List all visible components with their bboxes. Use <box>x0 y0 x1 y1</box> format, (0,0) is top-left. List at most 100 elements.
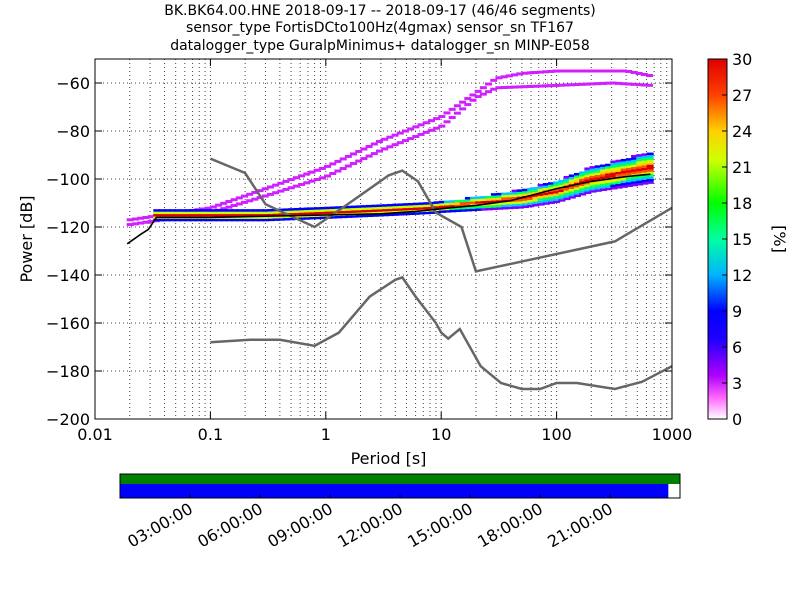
pdf-bin <box>558 179 566 183</box>
pdf-bin <box>319 206 327 210</box>
colorbar-ticks: 0 3 6 9 12 15 18 21 24 27 30 <box>722 50 752 429</box>
time-tick-label: 09:00:00 <box>264 499 336 551</box>
pdf-bin <box>573 175 581 178</box>
pdf-bin <box>438 205 446 209</box>
pdf-bin <box>210 209 218 212</box>
pdf-bin <box>163 211 171 215</box>
psd-bin <box>490 87 498 91</box>
pdf-bin <box>418 204 426 208</box>
pdf-bin <box>558 191 566 195</box>
psd-bin <box>365 144 373 148</box>
psd-bin <box>536 70 544 74</box>
pdf-bin <box>516 194 524 197</box>
pdf-bin <box>303 212 311 215</box>
pdf-bin <box>636 180 644 184</box>
pdf-bin <box>215 214 223 217</box>
psd-bin <box>438 124 446 128</box>
pdf-bin <box>553 183 561 187</box>
psd-bin <box>552 83 560 87</box>
pdf-bin <box>542 192 550 196</box>
pdf-bin <box>527 204 535 208</box>
pdf-bin <box>179 218 187 222</box>
psd-bin <box>562 83 570 87</box>
pdf-bin <box>226 209 234 212</box>
pdf-bin <box>506 194 514 198</box>
pdf-bin <box>646 174 654 177</box>
pdf-bin <box>620 185 628 188</box>
psd-bin <box>443 120 451 124</box>
psd-bin <box>350 162 358 166</box>
pdf-bin <box>184 211 192 215</box>
pdf-bin <box>532 187 540 190</box>
pdf-bin <box>324 209 332 212</box>
pdf-bin <box>402 203 410 206</box>
pdf-bin <box>464 206 472 210</box>
pdf-bin <box>599 166 607 170</box>
psd-bin <box>303 181 311 185</box>
pdf-bin <box>490 195 498 199</box>
pdf-bin <box>470 208 478 212</box>
pdf-bin <box>589 173 597 176</box>
pdf-bin <box>563 197 571 201</box>
psd-bin <box>453 111 461 115</box>
pdf-bin <box>220 209 228 212</box>
psd-bin <box>609 81 617 85</box>
psd-bin <box>339 167 347 171</box>
pdf-bin <box>599 171 607 175</box>
pdf-bin <box>200 211 208 215</box>
pdf-bin <box>251 214 259 217</box>
psd-bin <box>230 204 238 208</box>
pdf-bin <box>594 186 602 190</box>
pdf-bin <box>444 200 452 204</box>
psd-bin <box>469 93 477 97</box>
pdf-bin <box>376 214 384 217</box>
pdf-bin <box>599 188 607 192</box>
pdf-bin <box>194 211 202 215</box>
pdf-bin <box>475 208 483 211</box>
pdf-bin <box>366 207 374 210</box>
pdf-bin <box>511 206 519 209</box>
pdf-bin <box>464 196 472 200</box>
x-tick-label: 10 <box>431 425 451 444</box>
pdf-bin <box>376 204 384 207</box>
psd-bin <box>599 69 607 73</box>
pdf-bin <box>641 165 649 168</box>
pdf-bin <box>584 177 592 180</box>
psd-bin <box>209 205 217 209</box>
pdf-bin <box>449 202 457 206</box>
pdf-bin <box>490 200 498 203</box>
pdf-bin <box>610 167 618 171</box>
pdf-bin <box>153 211 161 215</box>
pdf-bin <box>584 189 592 192</box>
pdf-bin <box>366 214 374 218</box>
pdf-bin <box>573 192 581 195</box>
pdf-bin <box>527 202 535 205</box>
pdf-bin <box>636 158 644 162</box>
psd-bin <box>324 174 332 178</box>
pdf-bin <box>542 197 550 200</box>
psd-bin <box>646 83 654 87</box>
pdf-bin <box>532 189 540 192</box>
psd-bin <box>199 207 207 211</box>
psd-bin <box>412 125 420 129</box>
pdf-bin <box>573 184 581 188</box>
pdf-bin <box>584 179 592 182</box>
pdf-bin <box>568 181 576 185</box>
pdf-bin <box>168 211 176 215</box>
pdf-bin <box>428 211 436 214</box>
psd-bin <box>344 154 352 158</box>
pdf-bin <box>257 211 265 215</box>
psd-bin <box>339 157 347 161</box>
pdf-bin <box>350 215 358 218</box>
pdf-bin <box>584 186 592 190</box>
pdf-bin <box>527 195 535 198</box>
pdf-bin <box>231 214 239 217</box>
pdf-bin <box>511 199 519 202</box>
pdf-bin <box>615 162 623 165</box>
pdf-bin <box>485 205 493 208</box>
pdf-bin <box>579 188 587 191</box>
pdf-bin <box>174 218 182 222</box>
pdf-bin <box>298 207 306 211</box>
psd-bin <box>448 115 456 119</box>
